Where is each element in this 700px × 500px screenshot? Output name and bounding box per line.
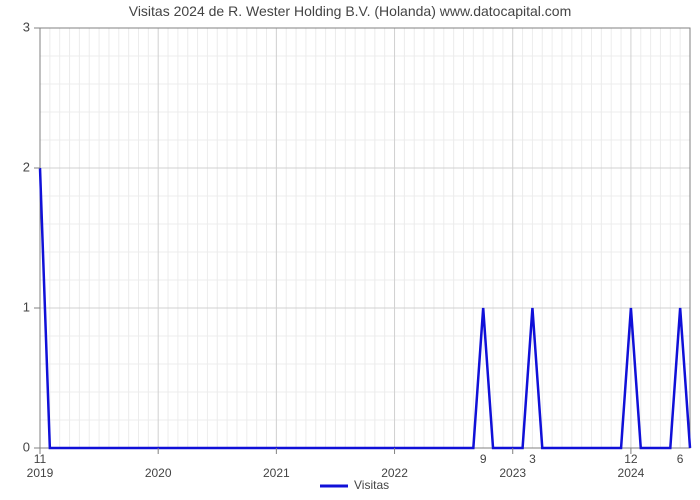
data-point-label: 3	[529, 452, 536, 466]
y-tick-label: 1	[23, 299, 30, 314]
x-tick-label: 2021	[263, 466, 290, 480]
x-tick-label: 2023	[499, 466, 526, 480]
x-tick-label: 2020	[145, 466, 172, 480]
data-point-label: 12	[624, 452, 638, 466]
x-tick-label: 2019	[27, 466, 54, 480]
y-tick-label: 3	[23, 19, 30, 34]
data-point-label: 9	[480, 452, 487, 466]
data-point-label: 6	[677, 452, 684, 466]
chart-svg: 01232019202020212022202320241193126Visit…	[0, 0, 700, 500]
y-tick-label: 0	[23, 439, 30, 454]
chart-container: 01232019202020212022202320241193126Visit…	[0, 0, 700, 500]
data-point-label: 11	[34, 452, 47, 466]
y-tick-label: 2	[23, 159, 30, 174]
x-tick-label: 2024	[618, 466, 645, 480]
chart-background	[0, 0, 700, 500]
legend-label: Visitas	[354, 478, 389, 492]
chart-title: Visitas 2024 de R. Wester Holding B.V. (…	[129, 3, 572, 19]
